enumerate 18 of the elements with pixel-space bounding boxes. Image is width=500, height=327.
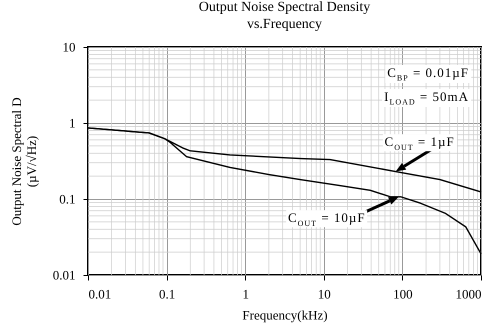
chart-title: Output Noise Spectral Density (198, 0, 370, 15)
x-tick-label: 1000 (456, 286, 482, 302)
y-tick-label: 1 (69, 116, 76, 130)
y-tick-label: 0.1 (59, 192, 76, 206)
annotation: I$_{LOAD}$ = 50mA (382, 89, 471, 107)
x-tick-label: 0.1 (158, 286, 176, 302)
annotation: C$_{OUT}$ = 10µF (286, 210, 368, 228)
x-tick-label: 10 (318, 286, 331, 302)
x-tick-label: 100 (393, 286, 413, 302)
y-tick-label: 10 (62, 40, 76, 54)
y-tick-label: 0.01 (52, 268, 76, 282)
annotation: C$_{OUT}$ = 1µF (382, 134, 457, 152)
x-tick-label: 1 (242, 286, 249, 302)
x-axis-title: Frequency(kHz) (242, 308, 328, 322)
y-axis-title: Output Noise Spectral D (µV/√Hz) (8, 97, 39, 226)
x-tick-label: 0.01 (88, 286, 112, 302)
annotation: C$_{BP}$ = 0.01µF (385, 65, 471, 83)
chart-subtitle: vs.Frequency (246, 17, 322, 32)
